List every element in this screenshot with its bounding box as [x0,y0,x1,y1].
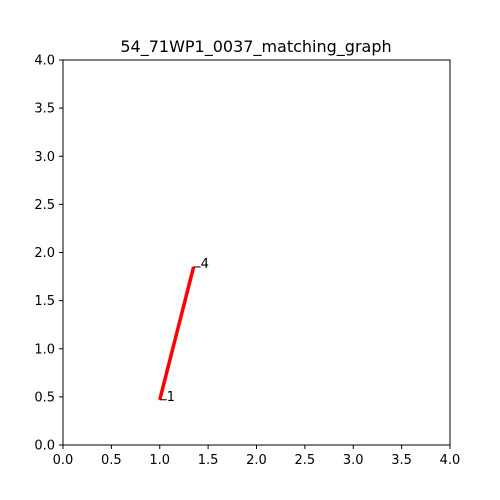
node-label: 1 [167,390,175,405]
y-tick-label: 1.0 [34,342,55,357]
y-tick-label: 0.5 [34,390,55,405]
x-tick-label: 1.0 [149,453,170,468]
x-tick-label: 4.0 [440,453,461,468]
y-tick-label: 0.0 [34,439,55,454]
x-tick-label: 2.5 [295,453,316,468]
axes-layer: 0.0 0.5 1.0 1.5 2.0 2.5 3.0 3.5 4.0 0.0 0.5 1.0 1.5 2… [34,54,460,469]
node-label: 4 [201,257,209,272]
x-tick-label: 3.5 [391,453,412,468]
x-tick-label: 0.5 [101,453,122,468]
y-tick-label: 1.5 [34,294,55,309]
x-tick-label: 1.5 [198,453,219,468]
y-tick-label: 4.0 [34,54,55,69]
y-tick-label: 3.0 [34,150,55,165]
plot-frame [62,59,451,446]
edges-layer [158,266,196,401]
x-tick-label: 0.0 [53,453,74,468]
x-tick-label: 2.0 [246,453,267,468]
x-tick-label: 3.0 [343,453,364,468]
nodes-layer: 14 [159,257,209,405]
y-tick-label: 2.5 [34,198,55,213]
y-tick-label: 2.0 [34,246,55,261]
chart-title: 54_71WP1_0037_matching_graph [120,37,391,57]
y-tick-label: 3.5 [34,102,55,117]
matching-edge [158,266,196,401]
